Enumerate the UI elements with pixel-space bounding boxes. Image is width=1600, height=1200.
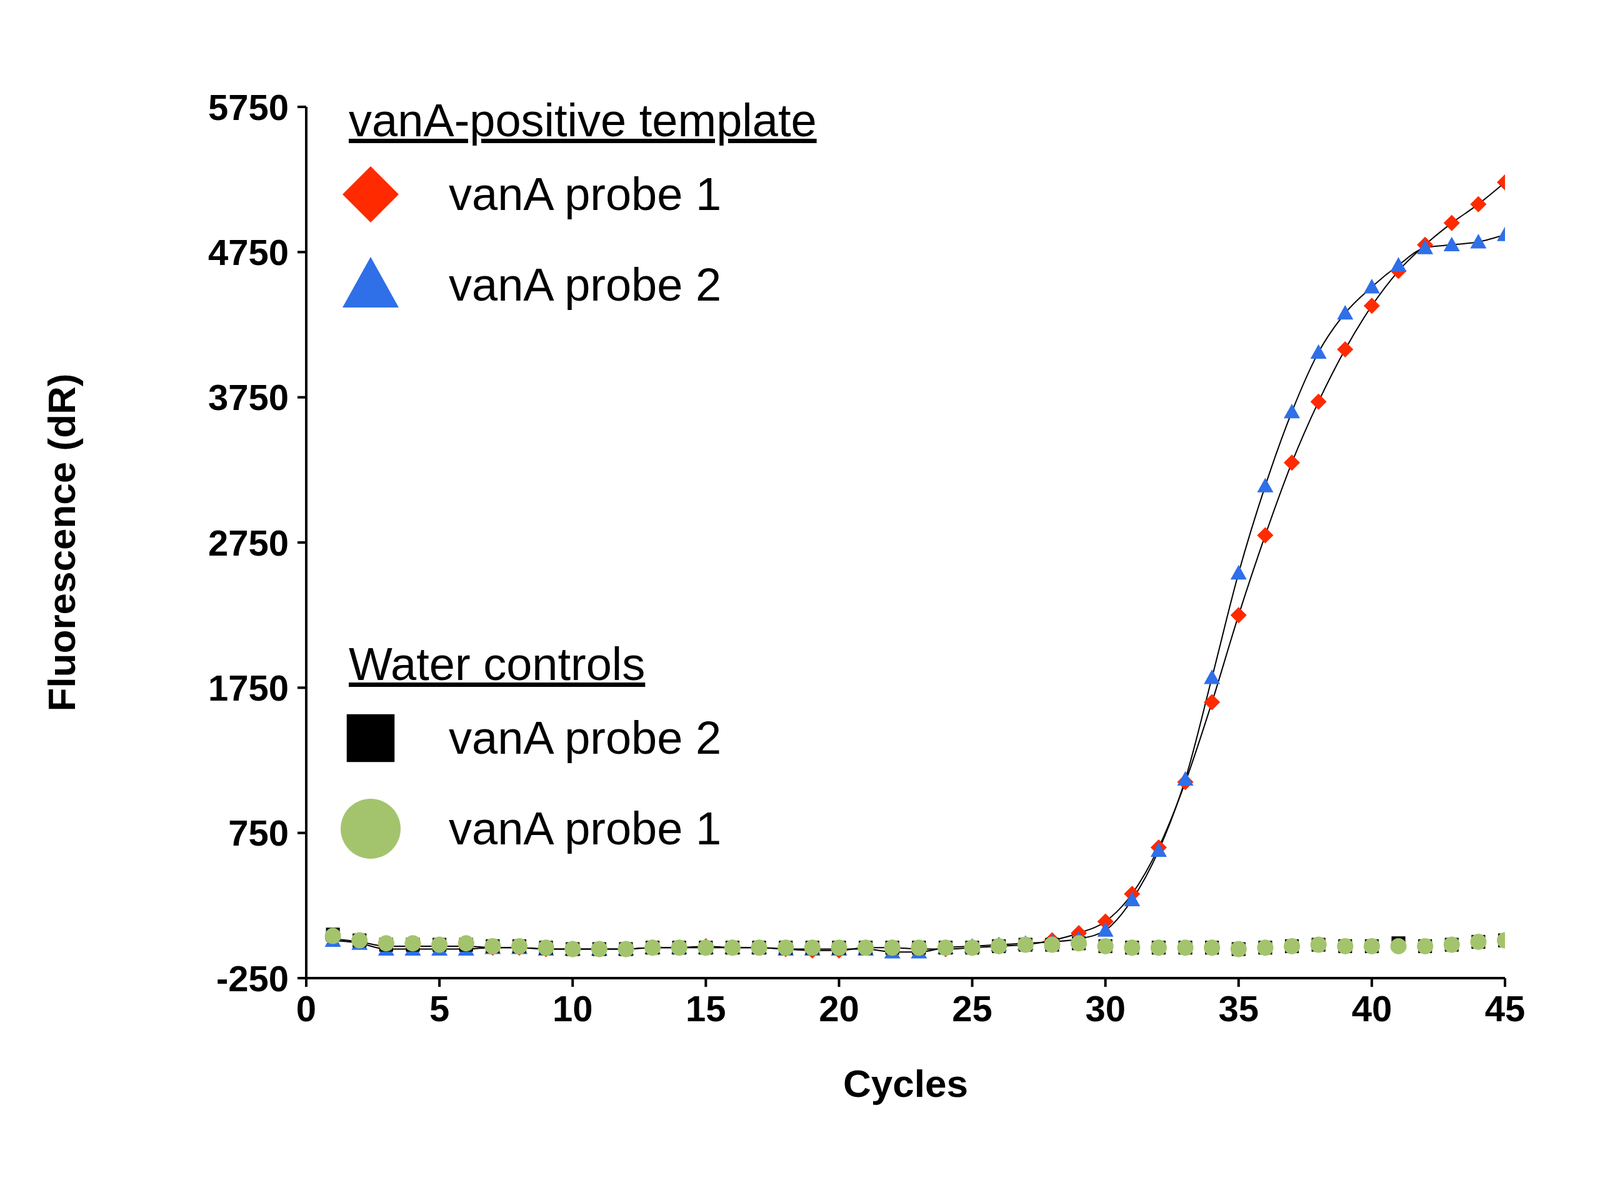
html-text:vanA-positive template: vanA-positive template (348, 94, 817, 147)
html-text:vanA probe 2: vanA probe 2 (448, 258, 722, 311)
html-text:vanA probe 2: vanA probe 2 (448, 711, 722, 764)
html-text:vanA probe 1: vanA probe 1 (448, 802, 722, 855)
html-text:vanA probe 1: vanA probe 1 (448, 168, 722, 220)
svg-text:30: 30 (1085, 988, 1126, 1029)
svg-text:3750: 3750 (208, 376, 289, 418)
svg-text:Cycles: Cycles (843, 1061, 969, 1105)
svg-text:35: 35 (1218, 988, 1260, 1029)
svg-text:1750: 1750 (208, 667, 289, 709)
svg-text:0: 0 (296, 988, 317, 1029)
svg-text:5: 5 (429, 988, 450, 1029)
html-text:Water controls: Water controls (348, 638, 646, 690)
svg-text:Fluorescence (dR): Fluorescence (dR) (40, 373, 84, 712)
svg-text:40: 40 (1351, 988, 1393, 1029)
svg-text:25: 25 (951, 988, 993, 1029)
svg-text:20: 20 (818, 988, 860, 1029)
svg-text:5750: 5750 (208, 86, 289, 128)
svg-text:45: 45 (1485, 988, 1526, 1029)
svg-text:750: 750 (228, 812, 289, 854)
svg-text:15: 15 (685, 988, 727, 1029)
svg-text:2750: 2750 (208, 522, 289, 564)
svg-text:10: 10 (552, 988, 594, 1029)
svg-text:4750: 4750 (208, 231, 289, 273)
svg-text:-250: -250 (216, 958, 289, 999)
